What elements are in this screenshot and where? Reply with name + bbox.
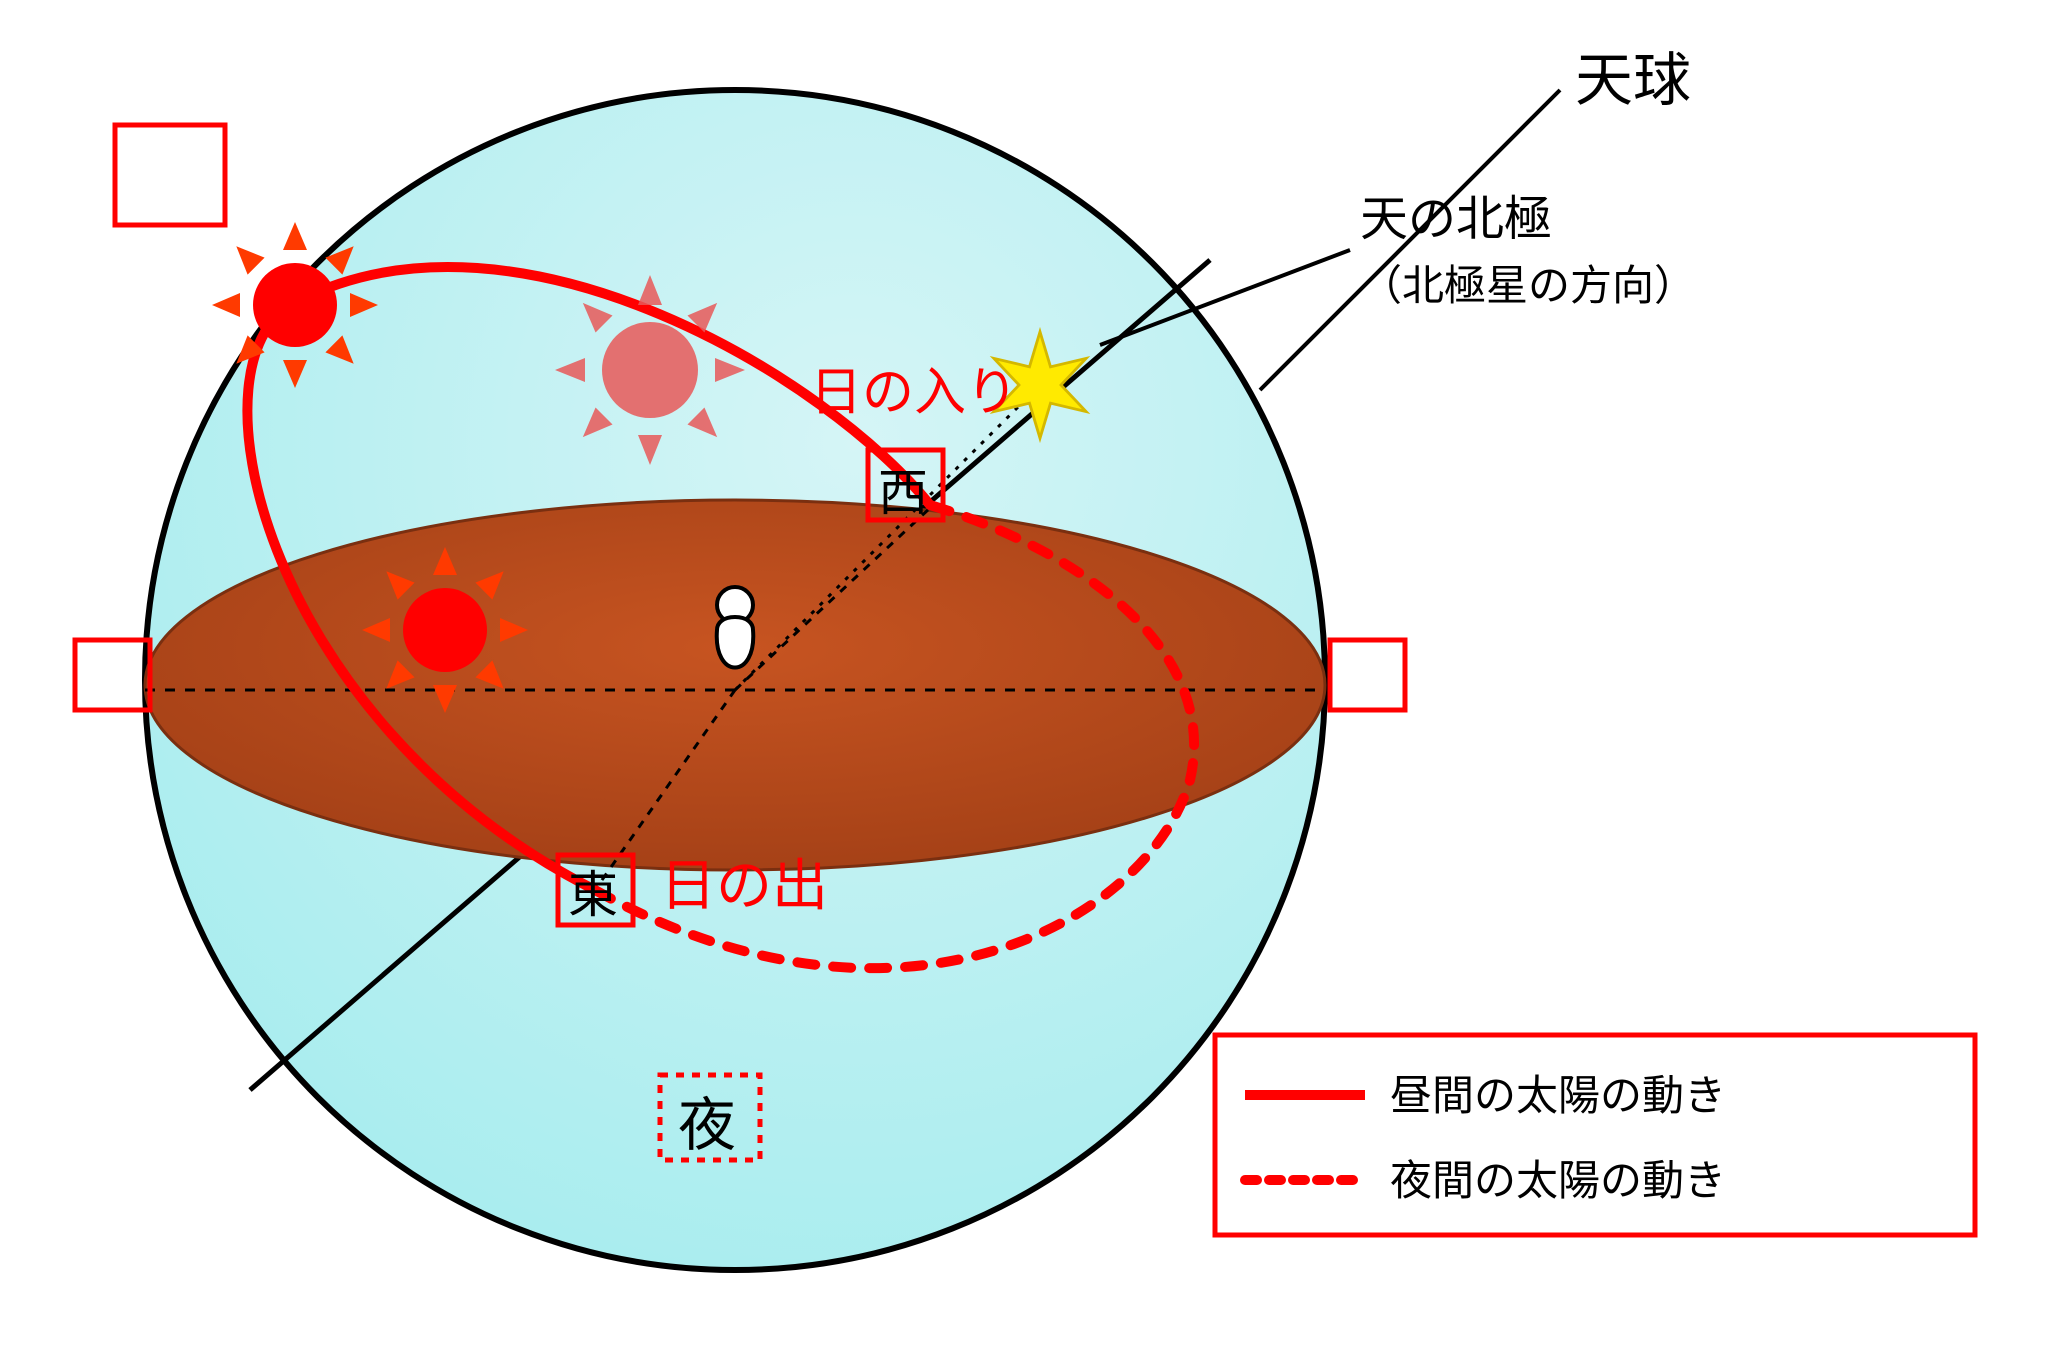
label-sunset: 日の入り <box>810 364 1018 422</box>
label-celestial_sphere: 天球 <box>1575 48 1691 113</box>
legend-box <box>1215 1035 1975 1235</box>
label-night: 夜 <box>678 1093 736 1158</box>
label-sunrise: 日の出 <box>660 854 828 917</box>
sun-afternoon-icon <box>555 275 745 465</box>
legend-markers <box>1245 1095 1365 1180</box>
horizon-ground <box>145 500 1325 870</box>
label-west: 西 <box>878 465 928 521</box>
observer-person-icon <box>717 587 754 668</box>
celestial-diagram: 天球天の北極 （北極星の方向） 日の入り日の出 西東夜 昼間の太陽の動き夜間の太陽の動き <box>0 0 2048 1371</box>
sun-morning-icon <box>362 547 528 713</box>
noon-box <box>115 125 225 225</box>
label-legend_day: 昼間の太陽の動き <box>1390 1072 1726 1119</box>
label-north_pole: 天の北極 <box>1360 193 1552 246</box>
right-box <box>1330 640 1405 710</box>
label-east: 東 <box>568 867 618 923</box>
label-polaris: （北極星の方向） <box>1360 262 1696 309</box>
label-legend_night: 夜間の太陽の動き <box>1390 1157 1726 1204</box>
left-box <box>75 640 150 710</box>
sun-noon-icon <box>212 222 378 388</box>
